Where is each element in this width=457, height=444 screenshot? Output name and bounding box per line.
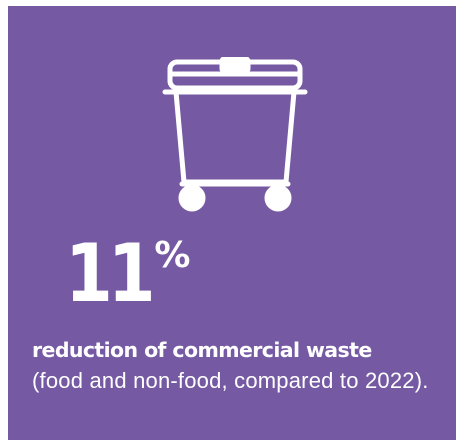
stat-detail: (food and non-food, compared to 2022). bbox=[32, 368, 429, 393]
stat-unit: % bbox=[154, 235, 191, 276]
stat-headline: reduction of commercial waste bbox=[32, 338, 372, 362]
infographic-card: 11 % reduction of commercial waste (food… bbox=[8, 6, 456, 440]
stat-value: 11 bbox=[65, 227, 156, 320]
waste-container-icon bbox=[162, 57, 308, 212]
stat-figure: 11 % bbox=[65, 234, 190, 314]
